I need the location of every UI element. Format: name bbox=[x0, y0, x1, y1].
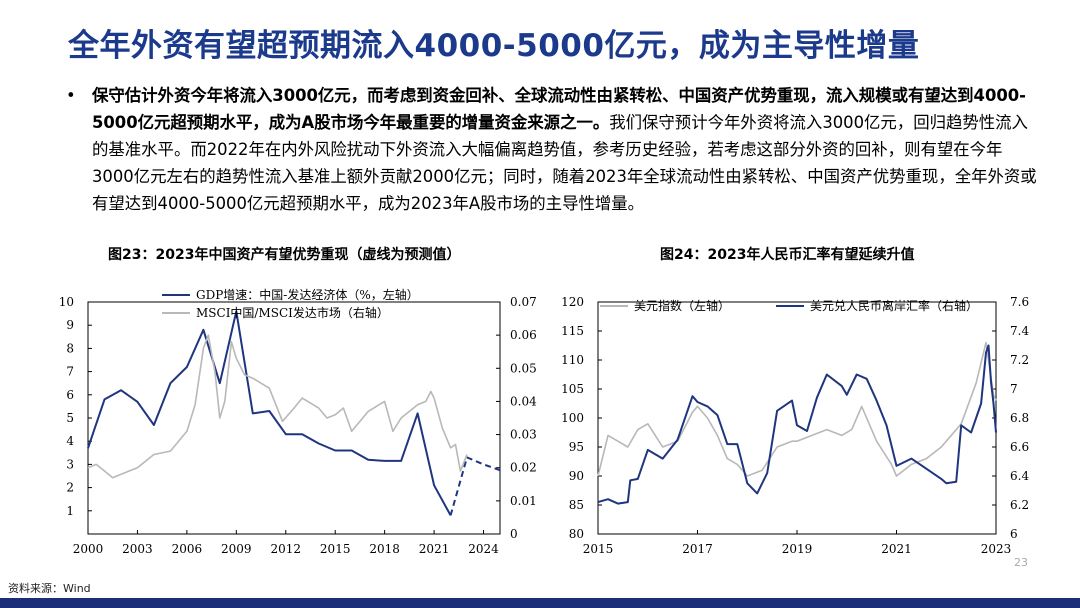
chart2-x-tick-label: 2023 bbox=[981, 542, 1012, 556]
chart2-right-tick-label: 6.6 bbox=[1010, 440, 1029, 454]
chart2-right-tick-label: 6.8 bbox=[1010, 411, 1029, 425]
chart1-left-tick-label: 3 bbox=[66, 457, 74, 471]
page-number: 23 bbox=[1014, 556, 1028, 569]
chart1-legend-label-1: MSCI中国/MSCI发达市场（右轴） bbox=[196, 305, 389, 320]
chart1-left-tick-label: 9 bbox=[66, 318, 74, 332]
chart1-series-line-2 bbox=[87, 334, 468, 479]
footer-bar bbox=[0, 598, 1080, 608]
chart2-x-tick-label: 2015 bbox=[583, 542, 614, 556]
chart2-x-tick-label: 2021 bbox=[881, 542, 912, 556]
chart1-right-tick-label: 0.05 bbox=[510, 361, 537, 375]
bullet-normal-text: 我们保守预计今年外资将流入3000亿元，回归趋势性流入的基准水平。而2022年在… bbox=[92, 113, 1037, 213]
chart2-left-tick-label: 90 bbox=[569, 469, 584, 483]
chart1-x-tick-label: 2015 bbox=[320, 542, 351, 556]
chart2-left-tick-label: 105 bbox=[561, 382, 584, 396]
chart2-left-tick-label: 95 bbox=[569, 440, 584, 454]
chart2-left-tick-label: 100 bbox=[561, 411, 584, 425]
chart1-x-tick-label: 2024 bbox=[468, 542, 499, 556]
chart2-plot-frame bbox=[597, 301, 997, 535]
chart2-left-tick-label: 80 bbox=[569, 527, 584, 541]
chart1-right-tick-label: 0.02 bbox=[510, 461, 537, 475]
chart2-right-tick-label: 7.2 bbox=[1010, 353, 1029, 367]
chart2-right-tick-label: 7 bbox=[1010, 382, 1018, 396]
chart1-right-tick-label: 0.04 bbox=[510, 394, 537, 408]
chart1-x-tick-label: 2021 bbox=[419, 542, 450, 556]
chart1-left-tick-label: 1 bbox=[66, 504, 74, 518]
chart1-left-tick-label: 7 bbox=[66, 365, 74, 379]
source-note: 资料来源：Wind bbox=[8, 582, 91, 595]
chart1-left-tick-label: 2 bbox=[66, 481, 74, 495]
chart1-left-tick-label: 8 bbox=[66, 341, 74, 355]
page-title: 全年外资有望超预期流入4000-5000亿元，成为主导性增量 bbox=[68, 28, 920, 64]
bullet-paragraph: • 保守估计外资今年将流入3000亿元，而考虑到资金回补、全球流动性由紧转松、中… bbox=[66, 82, 1041, 217]
chart1-x-tick-label: 2003 bbox=[122, 542, 153, 556]
chart1-legend-label-0: GDP增速：中国-发达经济体（%，左轴） bbox=[196, 287, 419, 302]
chart1-right-tick-label: 0.06 bbox=[510, 328, 537, 342]
chart1-right-tick-label: 0 bbox=[510, 527, 518, 541]
bullet-bold-text: 保守估计外资今年将流入3000亿元，而考虑到资金回补、全球流动性由紧转松、中国资… bbox=[92, 86, 1026, 132]
chart1-series-line-1 bbox=[449, 456, 501, 516]
chart1-left-tick-label: 10 bbox=[59, 295, 74, 309]
chart1-x-tick-label: 2018 bbox=[369, 542, 400, 556]
chart1-x-tick-label: 2000 bbox=[73, 542, 104, 556]
chart1-right-tick-label: 0.03 bbox=[510, 428, 537, 442]
chart1-left-tick-label: 6 bbox=[66, 388, 74, 402]
chart2-title: 图24：2023年人民币汇率有望延续升值 bbox=[660, 247, 915, 263]
chart2-right-tick-label: 7.4 bbox=[1010, 324, 1029, 338]
chart1-right-tick-label: 0.07 bbox=[510, 295, 537, 309]
chart1-series-line-0 bbox=[87, 310, 452, 516]
chart2-left-tick-label: 120 bbox=[561, 295, 584, 309]
chart2-right-tick-label: 6.4 bbox=[1010, 469, 1029, 483]
chart2-right-tick-label: 6 bbox=[1010, 527, 1018, 541]
chart2-left-tick-label: 85 bbox=[569, 498, 584, 512]
chart1-x-tick-label: 2009 bbox=[221, 542, 252, 556]
chart1-right-tick-label: 0.01 bbox=[510, 494, 537, 508]
chart2-legend-label-0: 美元指数（左轴） bbox=[634, 298, 730, 313]
bullet-marker: • bbox=[66, 86, 76, 105]
chart2-right-tick-label: 7.6 bbox=[1010, 295, 1029, 309]
chart2-legend-label-1: 美元兑人民币离岸汇率（右轴） bbox=[810, 298, 978, 313]
chart2-left-tick-label: 110 bbox=[561, 353, 584, 367]
chart1-x-tick-label: 2012 bbox=[270, 542, 301, 556]
chart1-x-tick-label: 2006 bbox=[172, 542, 203, 556]
chart1-left-tick-label: 4 bbox=[66, 434, 74, 448]
chart2-series-line-0 bbox=[597, 341, 997, 477]
chart1-title: 图23：2023年中国资产有望优势重现（虚线为预测值） bbox=[108, 247, 461, 263]
chart2-series-line-1 bbox=[597, 344, 997, 505]
chart2-right-tick-label: 6.2 bbox=[1010, 498, 1029, 512]
chart2-x-tick-label: 2017 bbox=[682, 542, 713, 556]
chart2-left-tick-label: 115 bbox=[561, 324, 584, 338]
chart1-left-tick-label: 5 bbox=[66, 411, 74, 425]
chart2-x-tick-label: 2019 bbox=[782, 542, 813, 556]
